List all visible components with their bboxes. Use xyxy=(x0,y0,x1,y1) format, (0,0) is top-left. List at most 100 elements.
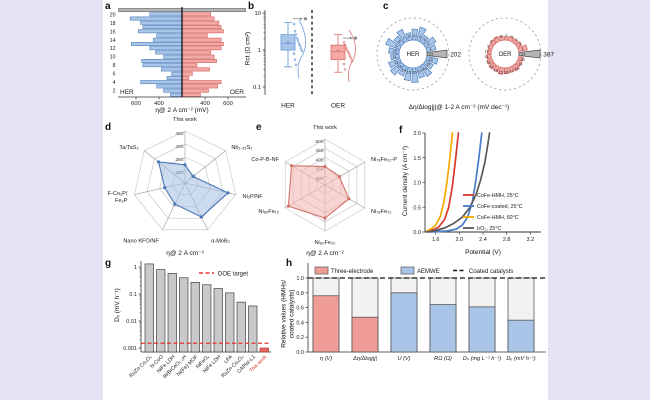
svg-text:7: 7 xyxy=(495,36,497,40)
svg-text:450: 450 xyxy=(315,148,323,154)
svg-text:14: 14 xyxy=(110,38,116,44)
panel-g-letter: g xyxy=(105,258,112,269)
svg-text:17: 17 xyxy=(418,70,422,74)
svg-text:Co-P-B-NF: Co-P-B-NF xyxy=(251,157,279,163)
panel-f-xaxis-title: Potential (V) xyxy=(465,249,501,256)
svg-text:1.5: 1.5 xyxy=(413,156,421,162)
svg-text:2.8: 2.8 xyxy=(503,237,511,243)
svg-text:18: 18 xyxy=(514,67,518,71)
svg-text:0.5: 0.5 xyxy=(413,205,421,211)
svg-text:450: 450 xyxy=(175,131,183,137)
svg-text:IrO₂, 25°C: IrO₂, 25°C xyxy=(477,226,501,232)
svg-text:LFA: LFA xyxy=(223,354,234,365)
svg-text:13: 13 xyxy=(397,65,401,69)
svg-text:8: 8 xyxy=(398,40,400,44)
svg-text:3.2: 3.2 xyxy=(527,237,535,243)
svg-text:HER: HER xyxy=(407,52,420,58)
panel-c-caption: Δη/Δlog|j|@ 1-2 A cm⁻² (mV dec⁻¹) xyxy=(408,104,510,111)
svg-text:0.2: 0.2 xyxy=(296,335,304,341)
svg-text:14: 14 xyxy=(494,68,498,72)
svg-text:5: 5 xyxy=(505,34,507,38)
svg-text:Dₛ (mg L⁻¹ h⁻¹): Dₛ (mg L⁻¹ h⁻¹) xyxy=(463,356,501,362)
svg-text:Nb₁.₃₅S₂: Nb₁.₃₅S₂ xyxy=(231,145,252,151)
svg-text:387: 387 xyxy=(543,51,554,58)
svg-text:9: 9 xyxy=(395,44,397,48)
svg-text:10: 10 xyxy=(485,50,489,54)
svg-text:15: 15 xyxy=(499,70,503,74)
panel-h-yaxis-title: Relative values (HMHs/ coated catalysts) xyxy=(280,279,296,348)
svg-text:0.4: 0.4 xyxy=(296,320,304,326)
svg-text:400: 400 xyxy=(175,144,183,150)
svg-text:8: 8 xyxy=(113,63,116,69)
svg-text:20: 20 xyxy=(110,12,116,18)
panel-e-chart: 500450400350300This workNi₇₈Fe₂₂-PNi₇₈Fe… xyxy=(251,125,397,246)
svg-text:F-Co₂P/: F-Co₂P/ xyxy=(108,191,128,197)
svg-text:12: 12 xyxy=(110,46,116,52)
panel-f-yaxis-title: Current density (A cm⁻²) xyxy=(402,145,409,217)
svg-text:Ni₈₅Fe₁₅: Ni₈₅Fe₁₅ xyxy=(258,209,279,215)
panel-b-yaxis-title: Rct (Ω cm²) xyxy=(244,31,252,66)
svg-text:OER: OER xyxy=(498,52,512,58)
svg-text:0.1: 0.1 xyxy=(253,85,261,91)
panel-b-chart: 10 1 0.1 HER OER xyxy=(253,10,358,110)
svg-text:1.6: 1.6 xyxy=(432,237,440,243)
svg-text:DOE target: DOE target xyxy=(218,272,248,278)
panel-d-chart: 450400350300This workNb₁.₃₅S₂Ni₂P/NFα-Mo… xyxy=(108,117,264,244)
svg-text:Fe₂P: Fe₂P xyxy=(115,198,128,204)
svg-text:16: 16 xyxy=(110,29,116,35)
svg-text:21: 21 xyxy=(521,52,525,56)
svg-text:16: 16 xyxy=(504,71,508,75)
svg-text:1: 1 xyxy=(522,47,524,51)
svg-text:1: 1 xyxy=(430,47,432,51)
svg-text:9: 9 xyxy=(487,44,489,48)
panel-h-chart: 0.0 0.2 0.4 0.6 0.8 1.0 η (V) Δη/Δlog|j| U (V) RΩ… xyxy=(296,263,546,362)
svg-text:600: 600 xyxy=(131,101,141,107)
svg-text:Ta/TaS₂: Ta/TaS₂ xyxy=(119,145,138,151)
svg-text:0.8: 0.8 xyxy=(296,291,304,297)
svg-text:600: 600 xyxy=(223,101,233,107)
svg-text:Coated catalysts: Coated catalysts xyxy=(469,269,513,275)
svg-text:5: 5 xyxy=(413,34,415,38)
svg-text:OER: OER xyxy=(230,89,244,96)
svg-text:6: 6 xyxy=(500,34,502,38)
svg-text:Ni₇₈Fe₂₂-P: Ni₇₈Fe₂₂-P xyxy=(371,157,397,163)
svg-text:AEMWE: AEMWE xyxy=(417,269,440,275)
panel-b-letter: b xyxy=(248,1,255,12)
svg-text:12: 12 xyxy=(394,60,398,64)
panel-e-letter: e xyxy=(256,122,262,133)
svg-text:CoFe-coated, 25°C: CoFe-coated, 25°C xyxy=(477,204,523,210)
svg-text:3: 3 xyxy=(515,38,517,42)
svg-text:4: 4 xyxy=(113,80,116,86)
svg-text:0.6: 0.6 xyxy=(296,306,304,312)
svg-text:α-MoB₂: α-MoB₂ xyxy=(211,238,230,244)
svg-text:18: 18 xyxy=(110,21,116,27)
svg-text:2.0: 2.0 xyxy=(455,237,463,243)
svg-text:500: 500 xyxy=(315,139,323,145)
svg-text:Ni₈₀Fe₂₀: Ni₈₀Fe₂₀ xyxy=(315,240,337,246)
panel-a-chart: 600 400 400 600 2 4 6 8 10 12 14 16 18 20 HER OER xyxy=(110,7,246,107)
svg-text:11: 11 xyxy=(393,55,397,59)
svg-text:RΩ (Ω): RΩ (Ω) xyxy=(434,356,452,362)
svg-text:Ni₂P/NF: Ni₂P/NF xyxy=(243,194,264,200)
svg-text:η (V): η (V) xyxy=(320,356,332,362)
svg-text:16: 16 xyxy=(412,71,416,75)
svg-text:2.0: 2.0 xyxy=(413,131,421,137)
svg-text:0.0: 0.0 xyxy=(413,230,421,236)
svg-text:20: 20 xyxy=(429,58,433,62)
svg-text:7: 7 xyxy=(403,36,405,40)
svg-text:18: 18 xyxy=(422,67,426,71)
svg-text:Dᵥ (mV h⁻¹): Dᵥ (mV h⁻¹) xyxy=(506,356,535,362)
svg-text:0.0: 0.0 xyxy=(296,350,304,356)
svg-text:OER: OER xyxy=(331,103,345,110)
svg-text:0.001: 0.001 xyxy=(123,346,137,352)
svg-text:1.0: 1.0 xyxy=(413,181,421,187)
svg-text:400: 400 xyxy=(200,101,210,107)
panel-d-caption: η@ 2 A cm⁻² xyxy=(166,250,204,257)
svg-text:This work: This work xyxy=(173,117,197,123)
panel-a-xaxis-title: η@ 2 A cm⁻² (mV) xyxy=(155,107,209,114)
svg-text:2.4: 2.4 xyxy=(479,237,487,243)
panel-e-caption: η@ 2 A cm⁻² xyxy=(306,250,344,257)
svg-text:4: 4 xyxy=(419,35,421,39)
svg-text:0.1: 0.1 xyxy=(129,292,137,298)
